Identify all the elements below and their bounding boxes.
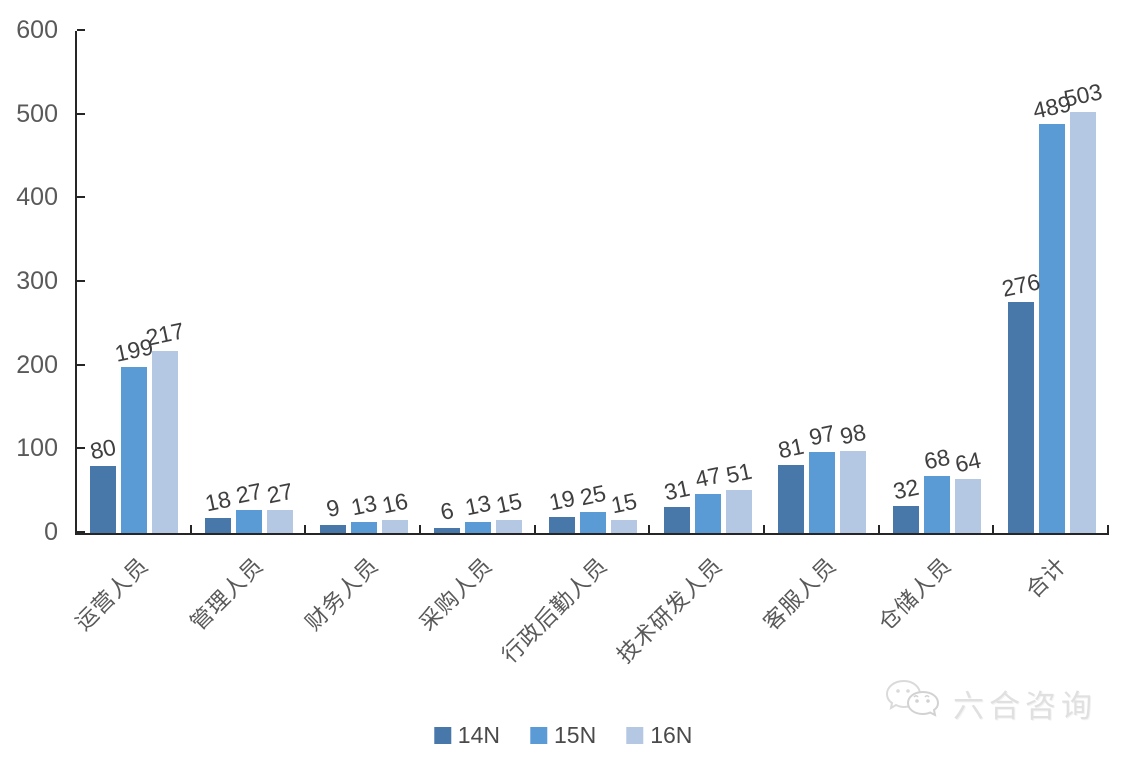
y-axis-tick [77, 531, 85, 533]
bar-16n-9 [1069, 112, 1096, 533]
bar-15n-2 [235, 510, 262, 533]
x-axis-tick [992, 525, 995, 533]
y-axis-tick-label: 500 [16, 99, 58, 128]
plot-area: 80 199 217 18 27 27 9 13 16 6 13 15 19 25 15 31 47 51 81 97… [75, 29, 1109, 535]
bar-group-6 [650, 31, 765, 533]
y-axis-tick-label: 0 [44, 518, 58, 546]
y-axis-labels: 0 100 200 300 400 500 600 [0, 17, 62, 545]
bar-16n-3 [381, 519, 408, 533]
bar-14n-9 [1007, 302, 1034, 533]
x-axis-tick [533, 525, 536, 533]
bar-14n-4 [434, 527, 461, 533]
bar-14n-6 [663, 507, 690, 533]
bar-14n-3 [319, 525, 346, 533]
bar-group-4 [421, 31, 536, 533]
legend-label: 16N [650, 722, 693, 748]
y-axis-tick-label: 100 [16, 434, 58, 463]
bar-15n-9 [1038, 123, 1065, 533]
bar-14n-8 [892, 506, 919, 533]
y-axis-tick [77, 363, 85, 366]
x-axis-tick [304, 525, 307, 533]
bar-14n-1 [90, 466, 117, 533]
bar-14n-7 [778, 465, 805, 533]
y-axis-tick [77, 447, 85, 450]
y-axis-tick [77, 112, 85, 115]
y-axis-tick-label: 400 [16, 183, 58, 212]
legend-swatch [626, 727, 644, 744]
bar-16n-7 [840, 451, 867, 533]
bar-group-2 [192, 31, 307, 533]
legend-label: 15N [553, 722, 597, 748]
bar-15n-3 [350, 522, 377, 533]
legend: 14N 15N 16N [433, 722, 692, 749]
bar-15n-5 [579, 512, 606, 533]
watermark-text: 六合咨询 [953, 689, 1097, 724]
bar-group-1 [77, 31, 192, 533]
wechat-icon [883, 678, 945, 729]
bar-14n-2 [204, 517, 231, 533]
y-axis-tick-label: 200 [16, 350, 58, 379]
bar-group-7 [765, 31, 880, 533]
y-axis-tick-label: 300 [16, 267, 58, 295]
bar-16n-2 [266, 510, 293, 533]
bar-group-8 [880, 31, 995, 533]
legend-label: 14N [457, 722, 500, 748]
watermark: 六合咨询 [883, 678, 1097, 729]
bar-group-9 [994, 31, 1109, 533]
x-axis-tick [763, 525, 765, 533]
bar-16n-5 [610, 520, 637, 533]
legend-item-15n: 15N [529, 722, 597, 749]
y-axis-tick-label: 600 [16, 16, 58, 44]
bar-16n-8 [954, 479, 981, 533]
y-axis-tick [77, 29, 85, 31]
bar-16n-1 [152, 351, 179, 533]
legend-item-14n: 14N [433, 722, 500, 749]
bar-15n-6 [694, 493, 721, 533]
bar-15n-7 [809, 451, 836, 533]
bar-16n-4 [496, 520, 523, 533]
x-axis-tick [648, 525, 651, 533]
y-axis-tick [77, 280, 85, 282]
legend-swatch [529, 727, 547, 744]
x-axis-tick [877, 525, 880, 533]
x-axis-tick [419, 525, 421, 533]
bar-14n-5 [548, 517, 575, 533]
bar-group-5 [536, 31, 651, 533]
bar-15n-1 [121, 366, 148, 533]
bar-15n-4 [465, 522, 492, 533]
y-axis-tick [77, 196, 85, 199]
x-axis-tick [1107, 525, 1109, 533]
bar-16n-6 [725, 490, 752, 533]
legend-swatch [433, 727, 451, 744]
bar-15n-8 [923, 476, 950, 533]
legend-item-16n: 16N [626, 722, 692, 749]
bar-group-3 [306, 31, 421, 533]
x-axis-tick [189, 525, 192, 533]
